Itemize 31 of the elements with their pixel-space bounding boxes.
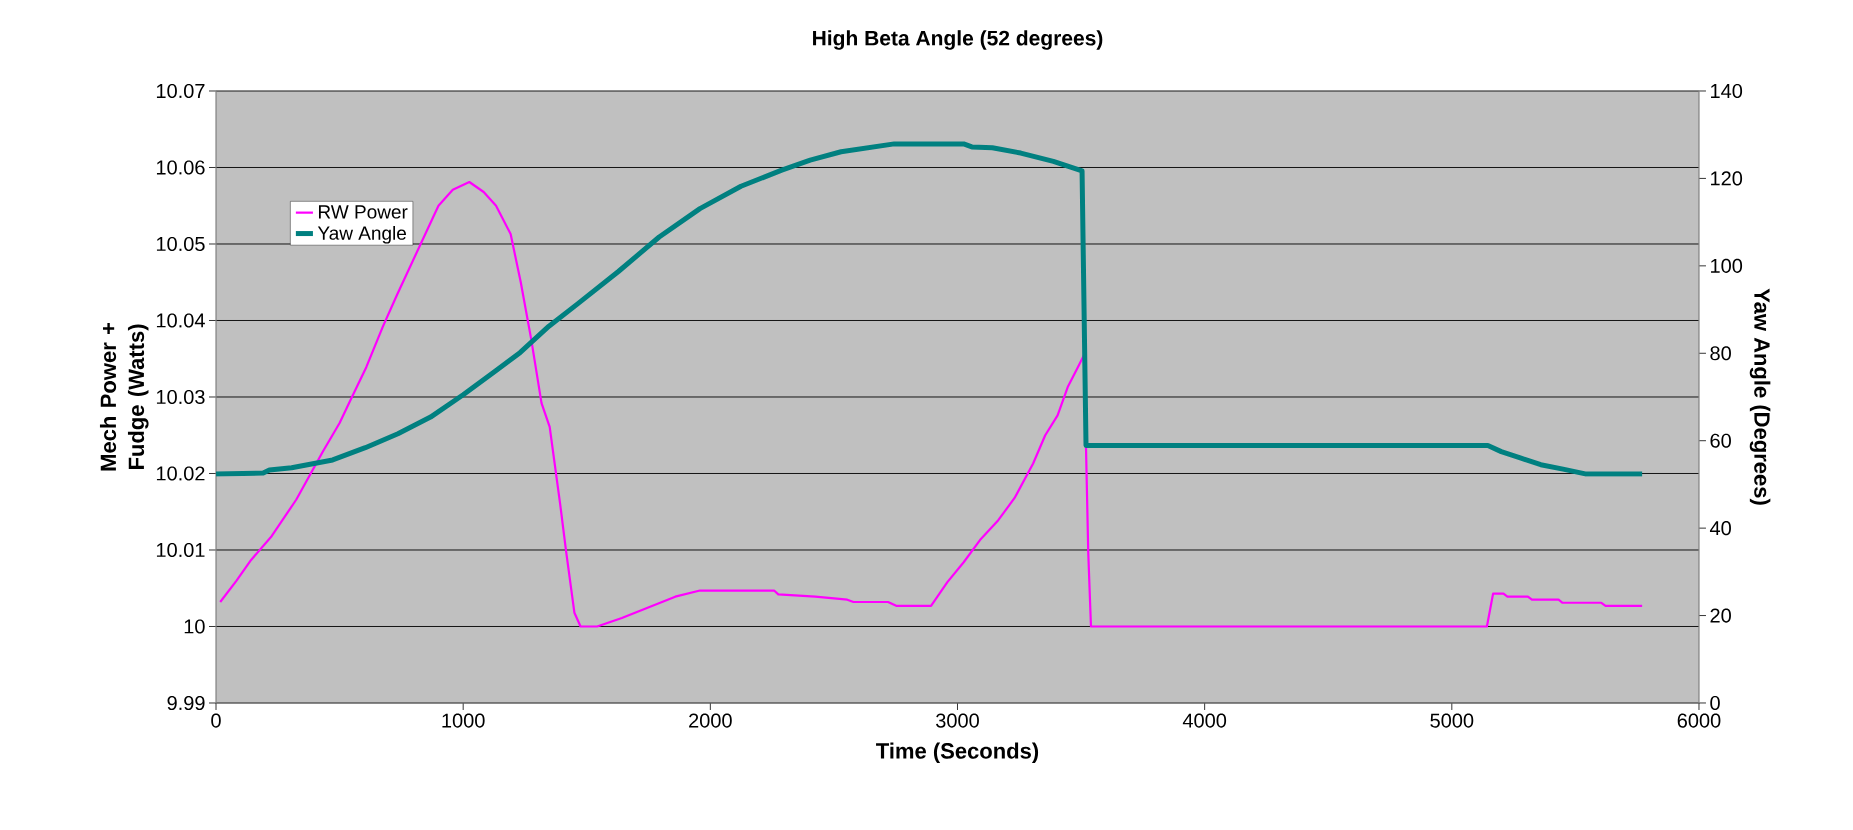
x-tick-label: 5000: [1430, 713, 1474, 728]
x-tick-label: 4000: [1182, 713, 1227, 728]
x-tick-label: 2000: [689, 713, 732, 728]
y2-tick-label: 20: [1710, 608, 1731, 623]
y2-tick-label: 60: [1710, 433, 1731, 448]
y-tick-label: 10.05: [156, 236, 205, 252]
legend-label: RW Power: [318, 205, 408, 219]
line-series: [219, 180, 1644, 628]
y2-tick-label: 40: [1709, 521, 1731, 536]
y-tick-label: 9.99: [167, 695, 205, 711]
y-tick-label: 10.06: [156, 160, 205, 175]
y-tick-label: 10.04: [156, 313, 205, 328]
y-tick-label: 10.02: [156, 466, 205, 481]
chart-title: High Beta Angle (52 degrees): [813, 30, 1103, 50]
x-tick-label: 0: [211, 713, 221, 728]
x-tick-label: 6000: [1677, 713, 1721, 728]
x-tick-label: 3000: [936, 713, 979, 728]
x-tick-label: 1000: [442, 713, 485, 728]
y-tick-label: 10: [184, 619, 205, 634]
y-tick-label: 10.07: [156, 83, 205, 99]
legend-label: Yaw Angle: [317, 225, 406, 244]
y2-tick-label: 140: [1711, 83, 1743, 99]
x-axis-title: Time (Seconds): [876, 742, 1039, 764]
y2-tick-label: 0: [1710, 695, 1720, 711]
y2-axis-title: Yaw Angle (Degrees): [1749, 288, 1771, 505]
y2-tick-label: 120: [1711, 171, 1743, 186]
y2-tick-label: 100: [1711, 258, 1743, 273]
y-tick-label: 10.03: [156, 389, 205, 405]
y2-tick-label: 80: [1710, 346, 1731, 361]
y-axis-title: Mech Power + Fudge (Watts): [99, 323, 149, 471]
y-tick-label: 10.01: [156, 542, 205, 558]
